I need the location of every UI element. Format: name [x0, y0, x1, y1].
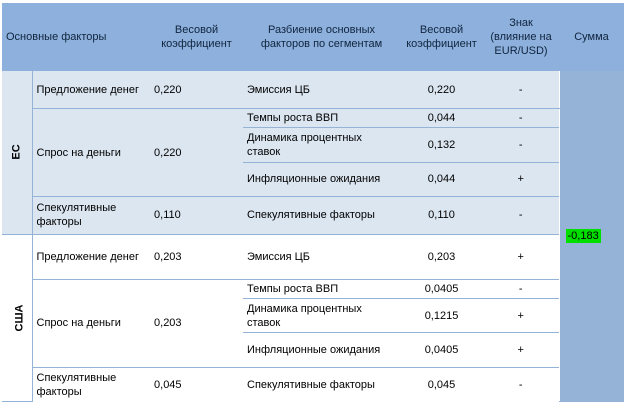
factors-table: Основные факторы Весовой коэффициент Раз… — [2, 3, 625, 403]
weight2-cell: 0,045 — [400, 367, 484, 402]
region-label-usa: США — [13, 304, 26, 332]
segment-cell: Спекулятивные факторы — [243, 367, 401, 402]
region-cell-usa: США — [2, 234, 33, 403]
weight2-cell: 0,0405 — [400, 279, 484, 299]
table-row: Спрос на деньги 0,203 Темпы роста ВВП 0,… — [2, 279, 624, 368]
sign-cell: + — [483, 234, 560, 280]
header-factors: Основные факторы — [2, 3, 151, 71]
table-row: Инфляционные ожидания 0,044 + — [2, 162, 624, 198]
weight-cell: 0,203 — [150, 234, 244, 280]
segment-cell: Темпы роста ВВП — [243, 279, 401, 299]
table-row: Спекулятивные факторы 0,045 Спекулятивны… — [2, 367, 624, 402]
segment-cell: Динамика процентных ставок — [243, 127, 401, 163]
weight2-cell: 0,044 — [400, 162, 484, 198]
table-row: Динамика процентных ставок 0,132 - — [2, 127, 624, 163]
sign-cell: - — [483, 279, 560, 299]
sum-value: -0,183 — [565, 229, 601, 243]
table-row: Спрос на деньги 0,220 Темпы роста ВВП 0,… — [2, 108, 624, 198]
sign-cell: + — [483, 162, 560, 198]
header-weight: Весовой коэффициент — [150, 3, 244, 71]
header-breakdown: Разбиение основных факторов по сегментам — [243, 3, 401, 71]
weight2-cell: 0,132 — [400, 127, 484, 163]
segment-cell: Эмиссия ЦБ — [243, 234, 401, 280]
weight2-cell: 0,220 — [400, 71, 484, 110]
table-row: ЕС Предложение денег 0,220 Эмиссия ЦБ 0,… — [2, 71, 625, 402]
sign-cell: - — [483, 127, 560, 163]
segment-cell: Эмиссия ЦБ — [243, 71, 401, 110]
region-label-ec: ЕС — [10, 144, 23, 160]
sign-cell: - — [483, 71, 560, 110]
weight-cell: 0,220 — [150, 71, 244, 110]
weight2-cell: 0,203 — [400, 234, 484, 280]
header-weight2: Весовой коэффициент — [400, 3, 484, 71]
segment-cell: Темпы роста ВВП — [243, 108, 401, 129]
segment-cell: Динамика процентных ставок — [243, 298, 401, 334]
weight-cell: 0,045 — [150, 367, 244, 402]
table-row: США Предложение денег 0,203 Эмиссия ЦБ 0… — [2, 234, 624, 403]
sign-cell: - — [483, 108, 560, 129]
header-sign: Знак (влияние на EUR/USD) — [483, 3, 560, 71]
weight2-cell: 0,044 — [400, 108, 484, 129]
region-cell-ec: ЕС — [2, 71, 33, 235]
header-sum: Сумма — [559, 3, 625, 71]
sign-cell: - — [483, 196, 560, 235]
factors-table-frame: Основные факторы Весовой коэффициент Раз… — [2, 3, 625, 403]
header-row: Основные факторы Весовой коэффициент Раз… — [2, 3, 625, 71]
factor-cell: Предложение денег — [32, 71, 151, 110]
segment-cell: Инфляционные ожидания — [243, 332, 401, 368]
weight-cell: 0,220 — [150, 108, 244, 198]
factor-cell: Спекулятивные факторы — [32, 196, 151, 235]
factor-cell: Спрос на деньги — [32, 108, 151, 198]
factor-cell: Спрос на деньги — [32, 279, 151, 368]
weight2-cell: 0,1215 — [400, 298, 484, 334]
sign-cell: - — [483, 367, 560, 402]
weight-cell: 0,203 — [150, 279, 244, 368]
factor-cell: Предложение денег — [32, 234, 151, 280]
table-row: Инфляционные ожидания 0,0405 + — [2, 332, 624, 368]
weight2-cell: 0,110 — [400, 196, 484, 235]
sign-cell: + — [483, 298, 560, 334]
factor-cell: Спекулятивные факторы — [32, 367, 151, 402]
sum-cell: -0,183 — [558, 71, 625, 402]
sign-cell: + — [483, 332, 560, 368]
segment-cell: Инфляционные ожидания — [243, 162, 401, 198]
weight2-cell: 0,0405 — [400, 332, 484, 368]
weight-cell: 0,110 — [150, 196, 244, 235]
segment-cell: Спекулятивные факторы — [243, 196, 401, 235]
table-row: Спекулятивные факторы 0,110 Спекулятивны… — [2, 196, 624, 235]
table-row: Динамика процентных ставок 0,1215 + — [2, 298, 624, 334]
